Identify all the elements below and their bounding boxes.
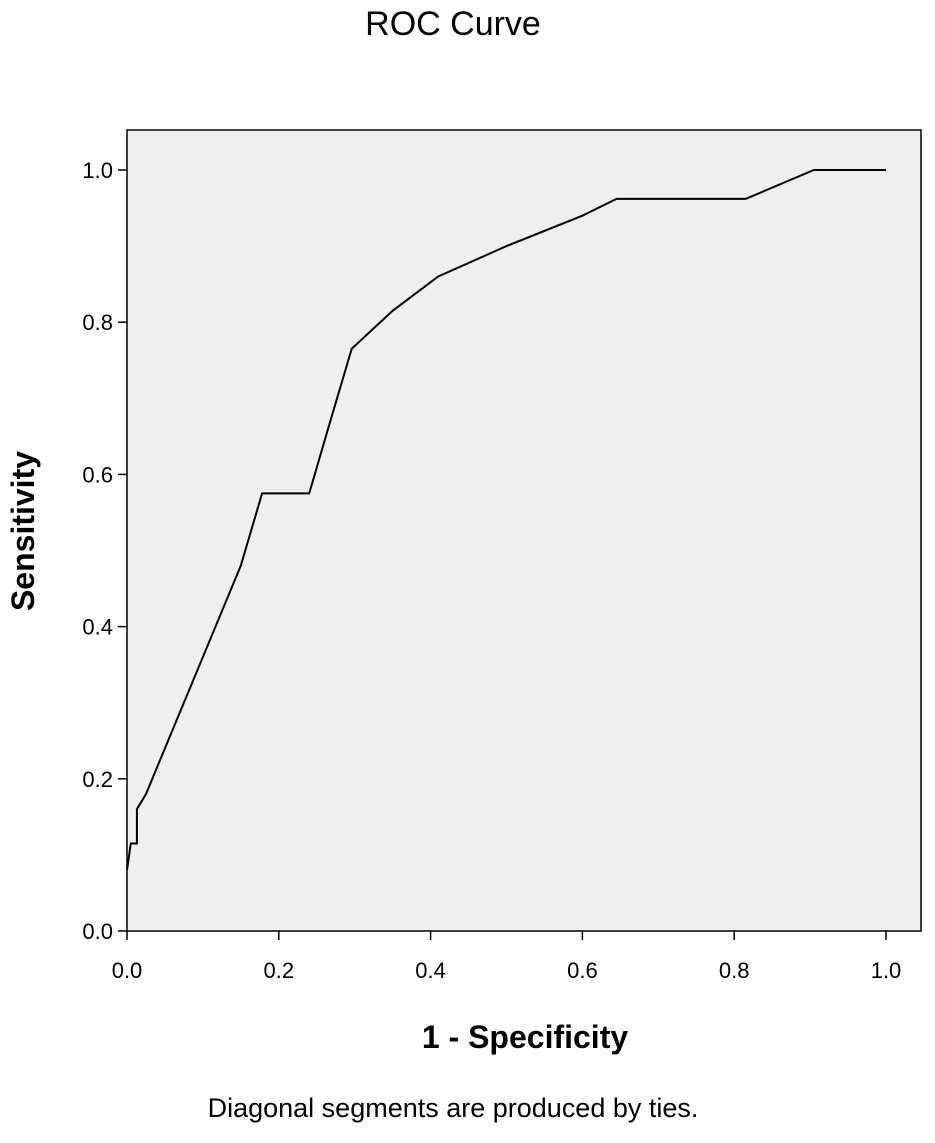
y-tick-label: 0.8 — [82, 310, 113, 335]
x-axis-label: 1 - Specificity — [422, 1019, 629, 1055]
y-tick-label: 0.6 — [82, 462, 113, 487]
x-tick-label: 0.4 — [415, 958, 446, 983]
y-axis-label: Sensitivity — [5, 451, 41, 611]
chart-title: ROC Curve — [365, 5, 541, 43]
y-tick-label: 0.2 — [82, 767, 113, 792]
roc-curve-line — [126, 169, 886, 871]
y-tick-label: 0.0 — [82, 919, 113, 944]
y-tick-label: 1.0 — [82, 158, 113, 183]
x-tick-label: 0.8 — [719, 958, 750, 983]
x-axis: 0.0 0.2 0.4 0.6 0.8 1.0 — [112, 931, 902, 983]
x-tick-label: 0.6 — [567, 958, 598, 983]
x-tick-label: 1.0 — [871, 958, 902, 983]
y-tick-label: 0.4 — [82, 615, 113, 640]
plot-area — [126, 129, 922, 932]
x-tick-label: 0.0 — [112, 958, 143, 983]
x-tick-label: 0.2 — [264, 958, 295, 983]
y-axis: 0.0 0.2 0.4 0.6 0.8 1.0 — [82, 158, 127, 944]
footnote: Diagonal segments are produced by ties. — [208, 1093, 699, 1123]
